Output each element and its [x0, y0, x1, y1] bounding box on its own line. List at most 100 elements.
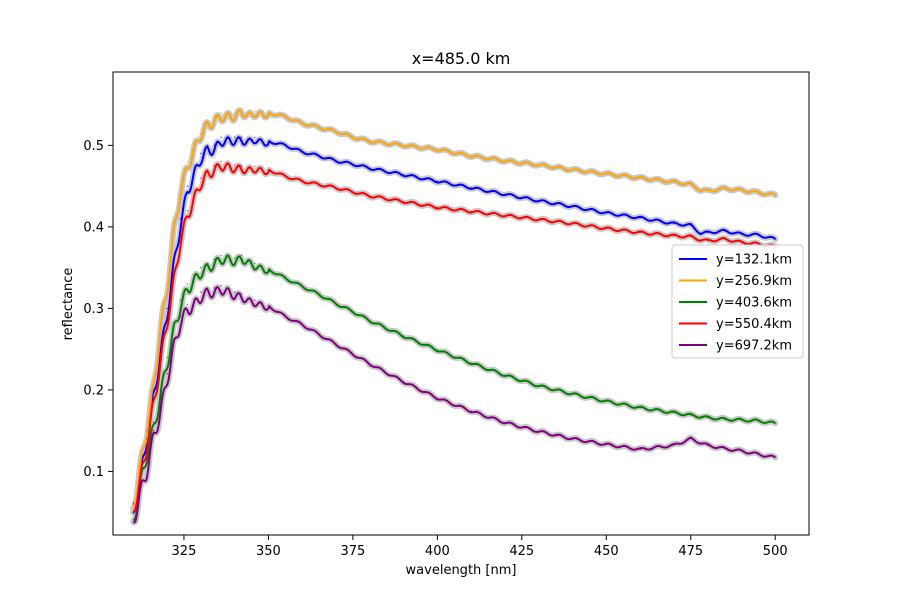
- legend-items: y=132.1km y=256.9km y=403.6km y=550.4km y=69…: [679, 253, 792, 354]
- data-point: [247, 166, 249, 168]
- data-point: [146, 421, 148, 424]
- data-point: [261, 139, 263, 141]
- data-point: [757, 420, 759, 422]
- data-point: [470, 410, 472, 412]
- data-point: [352, 163, 354, 165]
- data-point: [234, 257, 236, 259]
- data-point: [723, 448, 726, 450]
- data-point: [504, 160, 506, 162]
- data-point: [166, 283, 168, 285]
- data-point: [402, 201, 405, 203]
- data-point: [173, 340, 175, 342]
- data-point: [723, 230, 726, 232]
- data-point: [159, 405, 161, 407]
- data-point: [179, 299, 182, 301]
- data-point: [470, 155, 472, 157]
- series-line-1: [132, 109, 776, 509]
- data-point: [605, 443, 607, 446]
- data-point: [402, 381, 405, 383]
- data-point: [639, 177, 641, 179]
- data-point: [352, 191, 354, 193]
- data-point: [369, 167, 371, 169]
- data-point: [173, 226, 175, 228]
- data-point: [723, 238, 726, 240]
- data-point: [301, 151, 303, 153]
- data-point: [673, 223, 675, 225]
- data-point: [132, 499, 134, 501]
- data-point: [538, 385, 540, 387]
- data-point: [470, 210, 472, 212]
- data-point: [173, 275, 175, 277]
- data-point: [571, 205, 574, 208]
- data-point: [267, 169, 270, 171]
- data-point: [200, 177, 202, 179]
- y-tick-label: 0.3: [83, 302, 104, 317]
- data-point: [193, 144, 195, 146]
- data-point: [213, 144, 215, 146]
- data-point: [193, 193, 195, 195]
- data-point: [193, 299, 195, 301]
- data-point: [207, 120, 209, 122]
- data-point: [690, 224, 692, 226]
- data-point: [757, 234, 759, 236]
- data-point: [369, 363, 371, 365]
- data-point: [240, 165, 242, 167]
- series-line-4: [132, 286, 776, 524]
- data-point: [470, 187, 472, 189]
- y-tick-label: 0.1: [83, 465, 104, 480]
- data-point: [234, 164, 236, 166]
- data-point: [247, 297, 249, 299]
- data-point: [318, 126, 320, 129]
- data-point: [402, 144, 405, 146]
- data-point: [227, 287, 229, 289]
- data-point: [200, 128, 202, 130]
- data-point: [193, 169, 195, 171]
- y-tick-label: 0.2: [83, 383, 104, 398]
- data-point: [220, 254, 222, 257]
- data-point: [261, 167, 263, 169]
- data-point: [284, 144, 286, 146]
- data-point: [254, 136, 256, 138]
- data-point: [335, 343, 337, 345]
- x-axis-label: wavelength [nm]: [406, 563, 517, 578]
- data-point: [318, 293, 320, 296]
- data-point: [179, 315, 182, 318]
- data-point: [639, 448, 641, 451]
- data-point: [774, 238, 776, 240]
- data-point: [146, 462, 148, 464]
- data-point: [159, 389, 161, 391]
- data-point: [301, 180, 303, 182]
- data-point: [207, 262, 209, 265]
- x-tick-label: 350: [256, 544, 281, 559]
- y-tick-label: 0.4: [83, 220, 104, 235]
- data-point: [139, 462, 141, 464]
- data-point: [166, 356, 168, 358]
- data-point: [504, 193, 506, 195]
- data-point: [504, 214, 506, 217]
- x-tick-label: 475: [678, 544, 703, 559]
- data-point: [673, 181, 675, 183]
- data-point: [267, 140, 270, 142]
- data-point: [213, 165, 215, 167]
- data-point: [335, 187, 337, 189]
- data-point: [186, 209, 188, 212]
- data-point: [369, 320, 371, 322]
- data-point: [436, 397, 438, 399]
- data-point: [740, 450, 743, 452]
- data-point: [690, 414, 692, 416]
- data-point: [470, 362, 472, 364]
- data-point: [538, 200, 540, 202]
- data-point: [193, 275, 195, 277]
- data-point: [179, 234, 182, 236]
- data-point: [261, 265, 263, 267]
- plot-frame: [112, 71, 810, 536]
- data-point: [284, 116, 286, 118]
- data-point: [200, 291, 202, 293]
- data-point: [139, 474, 141, 477]
- data-point: [757, 192, 759, 194]
- data-point: [254, 299, 256, 301]
- data-point: [352, 353, 354, 355]
- data-point: [220, 284, 222, 287]
- data-point: [200, 267, 202, 269]
